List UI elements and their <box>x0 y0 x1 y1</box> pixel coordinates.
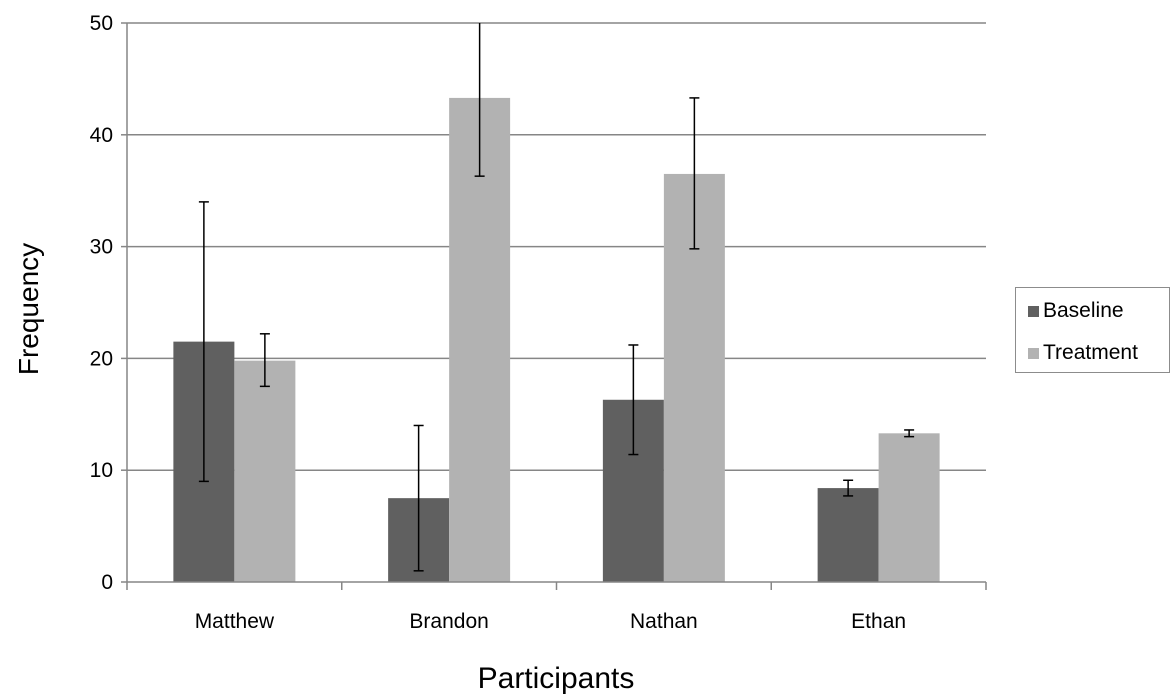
x-tick-label-brandon: Brandon <box>409 610 488 633</box>
y-axis-label: Frequency <box>13 243 44 375</box>
x-tick-labels: Matthew Brandon Nathan Ethan <box>195 610 906 633</box>
y-tick-labels: 0 10 20 30 40 50 <box>90 12 113 594</box>
y-tick-label: 40 <box>90 124 113 147</box>
x-axis-label: Participants <box>478 662 635 694</box>
y-tick-label: 50 <box>90 12 113 35</box>
bar-treatment-ethan <box>878 433 940 582</box>
error-bars <box>198 23 915 572</box>
legend-label-baseline: Baseline <box>1043 299 1124 322</box>
legend-swatch-treatment <box>1028 347 1039 359</box>
y-tick-label: 0 <box>101 571 113 594</box>
bar-treatment-brandon <box>449 97 511 582</box>
legend: Baseline Treatment <box>1015 287 1170 373</box>
bar-baseline-ethan <box>817 488 879 582</box>
y-tick-label: 20 <box>90 347 113 370</box>
legend-label-treatment: Treatment <box>1043 341 1138 364</box>
x-tick-label-ethan: Ethan <box>851 610 906 633</box>
x-tick-label-matthew: Matthew <box>195 610 275 633</box>
axes <box>121 22 987 590</box>
legend-item-treatment: Treatment <box>1028 341 1138 365</box>
bar-treatment-matthew <box>234 360 296 582</box>
y-tick-label: 30 <box>90 236 113 259</box>
legend-item-baseline: Baseline <box>1028 299 1124 323</box>
gridlines <box>127 22 986 471</box>
legend-swatch-baseline <box>1028 305 1039 317</box>
bars <box>173 97 940 582</box>
x-tick-label-nathan: Nathan <box>630 610 698 633</box>
y-tick-label: 10 <box>90 459 113 482</box>
